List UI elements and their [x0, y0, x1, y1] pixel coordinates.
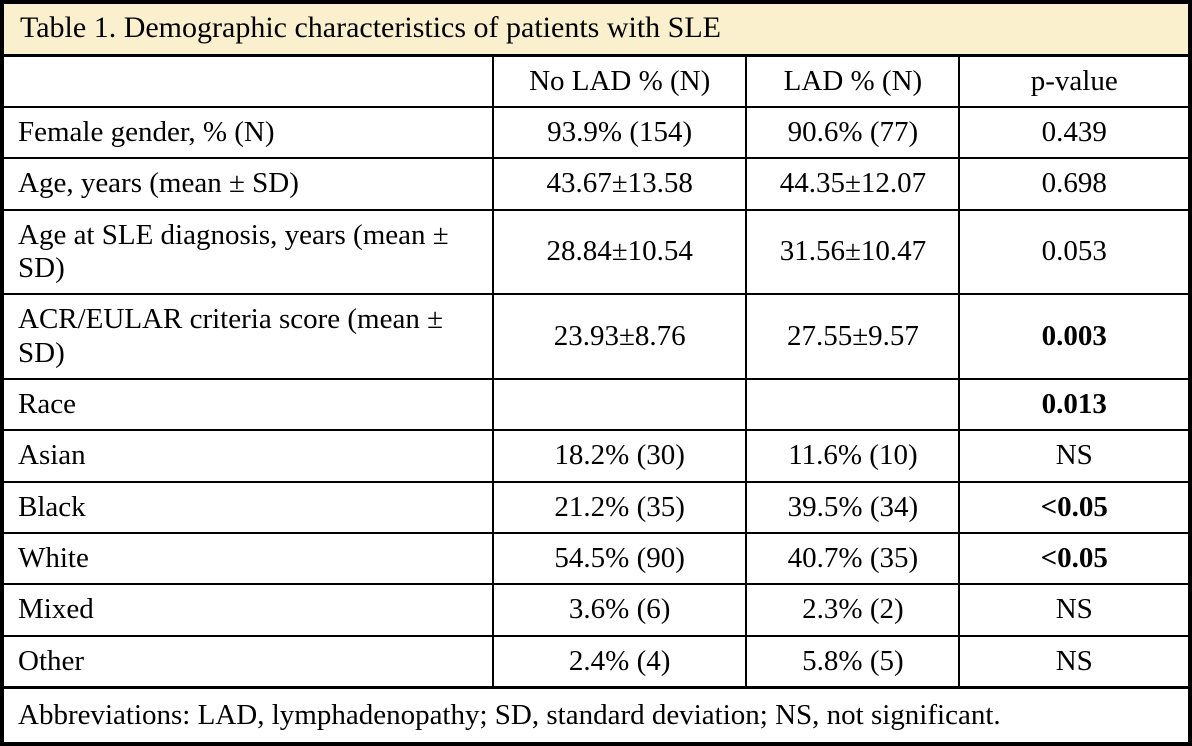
no-lad-value-cell: 2.4% (4) [491, 634, 748, 686]
row-label-cell: Asian [4, 429, 494, 483]
no-lad-value-cell: 21.2% (35) [491, 480, 748, 534]
column-header-no-lad: No LAD % (N) [491, 56, 748, 108]
lad-value-cell: 27.55±9.57 [745, 293, 961, 380]
table-grid: No LAD % (N) LAD % (N) p-value Female ge… [4, 56, 1188, 686]
no-lad-value-cell: 28.84±10.54 [491, 208, 748, 296]
p-value-cell: 0.053 [958, 208, 1188, 296]
p-value-cell: 0.013 [958, 377, 1188, 432]
lad-value-cell: 90.6% (77) [745, 105, 961, 160]
table-row: Race 0.013 [4, 377, 1188, 432]
row-label-cell: Age at SLE diagnosis, years (mean ± SD) [4, 208, 494, 296]
header-row: No LAD % (N) LAD % (N) p-value [4, 56, 1188, 108]
table-footnote: Abbreviations: LAD, lymphadenopathy; SD,… [4, 685, 1188, 742]
table-row: ACR/EULAR criteria score (mean ± SD) 23.9… [4, 293, 1188, 380]
no-lad-value-cell: 23.93±8.76 [491, 293, 748, 380]
lad-value-cell: 39.5% (34) [745, 480, 961, 534]
table-row: White 54.5% (90) 40.7% (35) <0.05 [4, 531, 1188, 586]
table-row: Black 21.2% (35) 39.5% (34) <0.05 [4, 480, 1188, 534]
lad-value-cell: 2.3% (2) [745, 583, 961, 637]
table-row: Mixed 3.6% (6) 2.3% (2) NS [4, 583, 1188, 637]
column-header-blank [4, 56, 494, 108]
table-title: Table 1. Demographic characteristics of … [4, 4, 1188, 57]
table-row: Other 2.4% (4) 5.8% (5) NS [4, 634, 1188, 686]
p-value-cell: NS [958, 429, 1188, 483]
no-lad-value-cell [491, 377, 748, 432]
p-value-cell: <0.05 [958, 480, 1188, 534]
column-header-p-value: p-value [958, 56, 1188, 108]
row-label-cell: Female gender, % (N) [4, 105, 494, 160]
lad-value-cell [745, 377, 961, 432]
row-label-cell: Other [4, 634, 494, 686]
no-lad-value-cell: 54.5% (90) [491, 531, 748, 586]
no-lad-value-cell: 3.6% (6) [491, 583, 748, 637]
table-row: Age, years (mean ± SD) 43.67±13.58 44.35±1… [4, 157, 1188, 211]
lad-value-cell: 5.8% (5) [745, 634, 961, 686]
row-label-cell: Black [4, 480, 494, 534]
row-label-cell: Age, years (mean ± SD) [4, 157, 494, 211]
row-label-cell: Mixed [4, 583, 494, 637]
table-header: No LAD % (N) LAD % (N) p-value [4, 56, 1188, 108]
table-row: Asian 18.2% (30) 11.6% (10) NS [4, 429, 1188, 483]
column-header-lad: LAD % (N) [745, 56, 961, 108]
no-lad-value-cell: 18.2% (30) [491, 429, 748, 483]
table-row: Age at SLE diagnosis, years (mean ± SD) 2… [4, 208, 1188, 296]
table-row: Female gender, % (N) 93.9% (154) 90.6% (77… [4, 105, 1188, 160]
p-value-cell: 0.003 [958, 293, 1188, 380]
lad-value-cell: 11.6% (10) [745, 429, 961, 483]
p-value-cell: <0.05 [958, 531, 1188, 586]
no-lad-value-cell: 43.67±13.58 [491, 157, 748, 211]
row-label-cell: Race [4, 377, 494, 432]
p-value-cell: NS [958, 634, 1188, 686]
row-label-cell: ACR/EULAR criteria score (mean ± SD) [4, 293, 494, 380]
no-lad-value-cell: 93.9% (154) [491, 105, 748, 160]
lad-value-cell: 31.56±10.47 [745, 208, 961, 296]
p-value-cell: NS [958, 583, 1188, 637]
lad-value-cell: 40.7% (35) [745, 531, 961, 586]
row-label-cell: White [4, 531, 494, 586]
lad-value-cell: 44.35±12.07 [745, 157, 961, 211]
p-value-cell: 0.439 [958, 105, 1188, 160]
p-value-cell: 0.698 [958, 157, 1188, 211]
table-body: Female gender, % (N) 93.9% (154) 90.6% (77… [4, 105, 1188, 686]
